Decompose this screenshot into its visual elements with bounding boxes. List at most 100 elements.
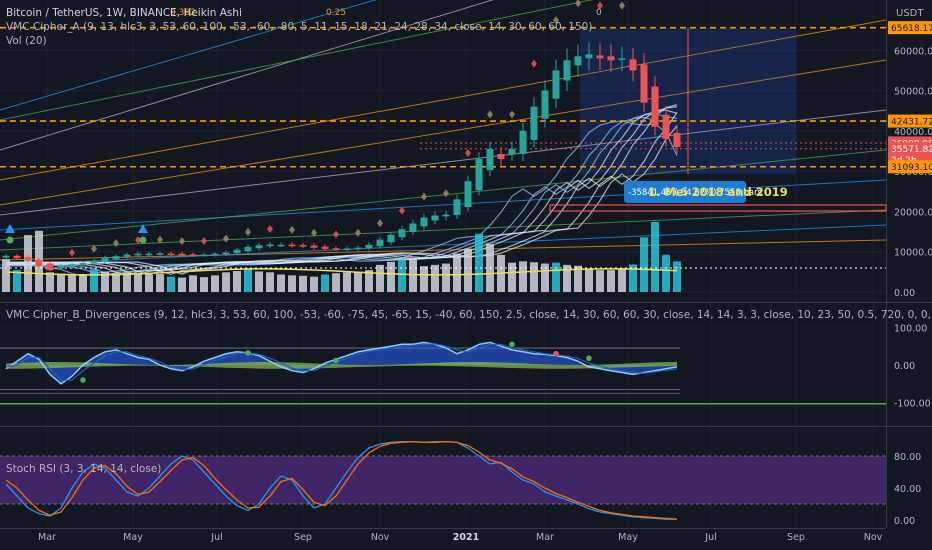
ribbon-line: [6, 106, 678, 276]
candle-body: [519, 130, 527, 155]
signal-diamond: [223, 234, 229, 243]
indicator-legend-cipher-b[interactable]: VMC Cipher_B_Divergences (9, 12, hlc3, 3…: [6, 309, 932, 321]
candle-body: [123, 254, 131, 257]
signal-dot: [80, 377, 86, 383]
panel2-axis-tick: 100.00: [894, 323, 927, 334]
trend-line: [0, 19, 887, 181]
wavetrend-line-2: [5, 343, 678, 381]
panel3-axis-tick: 0.00: [894, 516, 915, 527]
signal-dot: [509, 341, 515, 348]
volume-bar: [552, 262, 560, 292]
buy-dot: [139, 236, 147, 244]
candle-body: [508, 148, 516, 155]
volume-bar: [475, 233, 483, 292]
volume-bar: [508, 262, 516, 292]
price-axis-tick: 0.00: [894, 288, 915, 299]
candle-body: [255, 245, 263, 249]
candle-body: [277, 244, 285, 247]
signal-diamond: [289, 225, 295, 234]
candle-body: [13, 255, 21, 259]
time-axis-label: Sep: [787, 532, 805, 543]
volume-bar: [629, 264, 637, 292]
candle-body: [563, 60, 571, 81]
time-axis-label: Jul: [210, 532, 222, 543]
volume-bar: [596, 270, 604, 292]
signal-diamond: [421, 192, 427, 201]
price-tag-text: 42431.72: [891, 118, 932, 128]
volume-bar: [332, 273, 340, 292]
candle-body: [233, 249, 241, 254]
price-axis-tick: 60000.00: [894, 46, 932, 57]
volume-bar: [57, 273, 65, 292]
signal-diamond: [179, 237, 185, 246]
fib-label: 0.25: [326, 8, 346, 18]
signal-diamond: [465, 149, 471, 158]
volume-bar: [464, 248, 472, 292]
indicator-legend-volume[interactable]: Vol (20): [6, 35, 47, 47]
volume-bar: [530, 262, 538, 292]
signal-diamond: [553, 16, 559, 25]
candle-body: [200, 254, 208, 257]
price-tag-text: 31093.10: [891, 163, 932, 173]
price-tag: [888, 160, 932, 174]
candle-body: [332, 248, 340, 250]
volume-bar: [189, 275, 197, 292]
volume-bar: [310, 276, 318, 292]
panel3-legend[interactable]: Stoch RSI (3, 3, 14, 14, close): [6, 462, 161, 476]
signal-diamond: [487, 110, 493, 119]
candle-body: [101, 257, 109, 262]
candle-body: [596, 55, 604, 59]
signal-diamond: [267, 224, 273, 233]
volume-bar: [2, 259, 10, 292]
volume-bar: [563, 264, 571, 292]
candle-body: [24, 256, 32, 261]
indicator-legend-cipher-a[interactable]: VMC Cipher_A (9, 13, hlc3, 3, 53, 60, 10…: [6, 21, 593, 33]
volume-bar: [321, 274, 329, 292]
candle-body: [629, 59, 637, 71]
grid-horizontal: [0, 327, 886, 328]
price-tag-text: 65618.17: [891, 24, 932, 34]
time-axis-label: Nov: [371, 532, 390, 543]
volume-bar: [244, 269, 252, 292]
volume-bar: [288, 275, 296, 292]
candle-body: [585, 54, 593, 59]
axis-corner: [886, 528, 932, 550]
candle-body: [607, 56, 615, 61]
signal-diamond: [509, 110, 515, 119]
signal-diamond: [443, 189, 449, 198]
signal-dot: [553, 350, 559, 357]
price-tag: [888, 114, 932, 128]
volume-bar: [607, 270, 615, 292]
signal-diamond: [113, 238, 119, 247]
wavetrend-area: [6, 342, 677, 384]
time-axis-label: 2021: [453, 532, 479, 543]
volume-bar: [13, 270, 21, 292]
volume-bar: [266, 272, 274, 292]
candle-body: [134, 253, 142, 256]
candle-body: [662, 114, 670, 139]
trend-line: [0, 0, 494, 151]
volume-bar: [365, 270, 373, 292]
buy-triangle: [138, 224, 148, 233]
indicator-legend-stoch-rsi[interactable]: Stoch RSI (3, 3, 14, 14, close): [6, 463, 162, 475]
volume-bar: [211, 275, 219, 292]
volume-bar: [79, 275, 87, 292]
stoch-k-line: [5, 440, 677, 520]
trend-line: [0, 149, 887, 241]
volume-bar: [156, 274, 164, 292]
panel2-legend[interactable]: VMC Cipher_B_Divergences (9, 12, hlc3, 3…: [6, 308, 932, 322]
signal-dot: [586, 355, 592, 362]
trend-line: [0, 59, 887, 206]
measure-callout-text[interactable]: -35841.46 (-54.62%) 7558 bars: [628, 188, 763, 198]
time-axis-label: Mar: [536, 532, 554, 543]
volume-bar: [343, 272, 351, 292]
price-tag-text: 35571.82: [891, 145, 932, 155]
trend-line: [0, 0, 594, 121]
volume-bar: [574, 265, 582, 292]
candle-body: [79, 262, 87, 265]
volume-bar: [442, 263, 450, 292]
volume-bar: [519, 261, 527, 292]
symbol-title[interactable]: Bitcoin / TetherUS, 1W, BINANCE, Heikin …: [6, 7, 242, 19]
